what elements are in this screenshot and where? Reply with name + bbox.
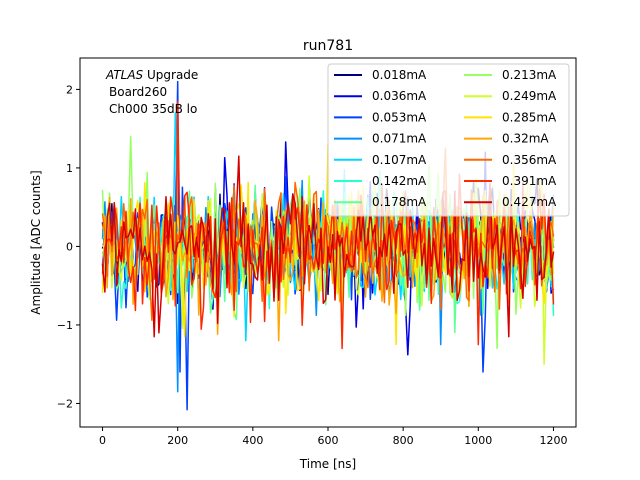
legend-label: 0.32mA <box>502 132 549 146</box>
series-layer <box>101 80 555 411</box>
annotation-experiment-suffix: Upgrade <box>143 68 198 82</box>
annotation-block: ATLAS Upgrade Board260 Ch000 35dB lo <box>105 68 198 116</box>
series-line-0.142mA <box>101 169 555 317</box>
legend-label: 0.107mA <box>372 153 427 167</box>
series-line-0.249mA <box>101 175 555 365</box>
x-tick-label: 200 <box>167 434 188 447</box>
y-tick-label: 1 <box>66 162 73 175</box>
legend-label: 0.285mA <box>502 110 557 124</box>
y-tick-label: 0 <box>66 240 73 253</box>
y-tick-label: 2 <box>66 83 73 96</box>
x-tick-label: 600 <box>318 434 339 447</box>
x-tick-label: 800 <box>393 434 414 447</box>
annotation-experiment-name: ATLAS <box>105 68 144 82</box>
annotation-experiment: ATLAS Upgrade <box>105 68 198 82</box>
legend: 0.018mA 0.036mA 0.053mA 0.071mA 0.107mA 0.142… <box>327 63 570 217</box>
y-axis-ticks: −2 −1 0 1 2 <box>57 83 80 410</box>
legend-label: 0.142mA <box>372 174 427 188</box>
legend-label: 0.427mA <box>502 195 557 209</box>
y-tick-label: −2 <box>57 397 73 410</box>
legend-label: 0.213mA <box>502 68 557 82</box>
legend-label: 0.036mA <box>372 89 427 103</box>
x-tick-label: 1000 <box>464 434 492 447</box>
legend-label: 0.053mA <box>372 110 427 124</box>
x-axis-ticks: 0 200 400 600 800 1000 1200 <box>99 427 567 447</box>
annotation-board: Board260 <box>109 85 167 99</box>
legend-label: 0.249mA <box>502 89 557 103</box>
y-axis-label: Amplitude [ADC counts] <box>29 170 43 314</box>
legend-label: 0.071mA <box>372 132 427 146</box>
series-line-0.356mA <box>101 147 555 321</box>
legend-label: 0.391mA <box>502 174 557 188</box>
x-tick-label: 400 <box>242 434 263 447</box>
legend-label: 0.018mA <box>372 68 427 82</box>
legend-box <box>327 63 570 217</box>
legend-label: 0.356mA <box>502 153 557 167</box>
legend-label: 0.178mA <box>372 195 427 209</box>
x-axis-label: Time [ns] <box>299 457 356 471</box>
annotation-channel: Ch000 35dB lo <box>109 102 197 116</box>
y-tick-label: −1 <box>57 319 73 332</box>
x-tick-label: 0 <box>99 434 106 447</box>
x-tick-label: 1200 <box>539 434 567 447</box>
chart-title: run781 <box>303 38 353 54</box>
series-line-0.427mA <box>101 155 555 338</box>
